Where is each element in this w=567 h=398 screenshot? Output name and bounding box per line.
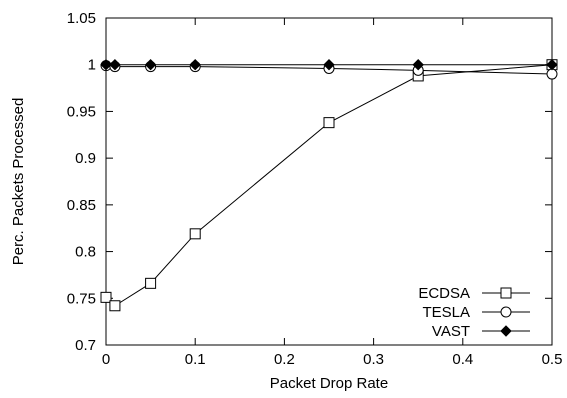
vast-point (412, 59, 424, 71)
vast-point (109, 59, 121, 71)
vast-point (189, 59, 201, 71)
ecdsa-point (323, 117, 335, 129)
axes: 0 0.1 0.2 0.3 0.4 0.5 0.7 0.75 0.8 0.85 0.9 0.95 1 1.… (67, 10, 563, 368)
legend-label-vast: VAST (432, 323, 470, 340)
ecdsa-point (189, 228, 201, 240)
x-tick-label: 0.3 (363, 351, 384, 368)
y-tick-label: 1 (88, 57, 96, 74)
vast-point (323, 59, 335, 71)
legend-marker-vast (500, 325, 512, 337)
y-tick-label: 0.85 (67, 197, 96, 214)
x-tick-label: 0.2 (274, 351, 295, 368)
series-ecdsa (100, 59, 558, 312)
vast-point (144, 59, 157, 71)
ecdsa-point (100, 291, 112, 303)
x-tick-label: 0.4 (452, 351, 473, 368)
y-tick-label: 0.9 (75, 150, 96, 167)
plot-frame (105, 17, 553, 346)
y-axis-label: Perc. Packets Processed (10, 98, 27, 266)
ecdsa-point (109, 300, 121, 312)
vast-point (100, 59, 112, 71)
legend-label-ecdsa: ECDSA (418, 285, 470, 302)
ecdsa-point (145, 277, 157, 289)
y-tick-label: 0.75 (67, 290, 96, 307)
series-vast (100, 59, 558, 71)
x-tick-label: 0 (102, 351, 110, 368)
x-axis-label: Packet Drop Rate (270, 375, 388, 392)
x-tick-label: 0.5 (542, 351, 563, 368)
legend: ECDSA TESLA VAST (418, 285, 530, 340)
vast-point (546, 59, 558, 71)
y-tick-label: 1.05 (67, 10, 96, 27)
tesla-point (546, 68, 558, 80)
legend-label-tesla: TESLA (422, 304, 470, 321)
legend-marker-ecdsa (500, 287, 512, 299)
x-tick-label: 0.1 (185, 351, 206, 368)
y-tick-label: 0.95 (67, 103, 96, 120)
ecdsa-line (105, 64, 553, 307)
y-tick-label: 0.7 (75, 337, 96, 354)
legend-marker-tesla (500, 306, 512, 318)
y-tick-label: 0.8 (75, 244, 96, 261)
series-layer (100, 59, 558, 312)
